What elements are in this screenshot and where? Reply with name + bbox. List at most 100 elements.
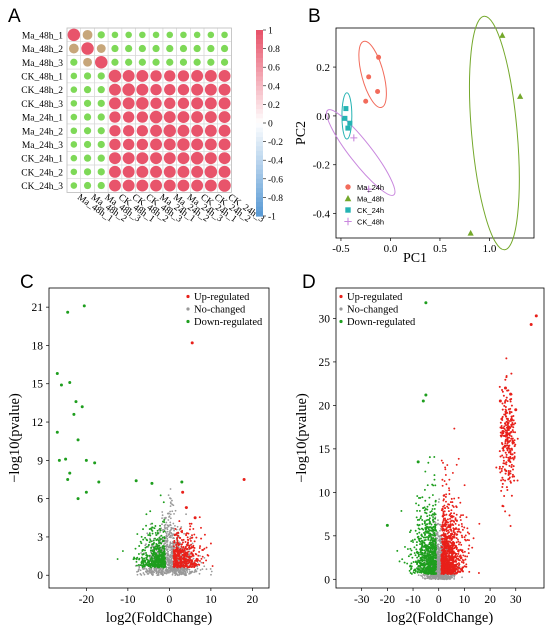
volcano-point-down xyxy=(136,533,139,536)
volcano-point-up xyxy=(450,497,453,500)
volcano-point-up xyxy=(464,534,467,537)
volcano-point-down xyxy=(421,553,424,556)
volcano-point-no-changed xyxy=(166,563,169,566)
volcano-point-up xyxy=(501,408,504,411)
volcano-point-up xyxy=(462,514,464,517)
volcano-point-down xyxy=(430,559,433,562)
volcano-point-no-changed xyxy=(161,570,164,573)
volcano-point-down xyxy=(433,478,436,481)
volcano-point-up xyxy=(446,464,449,466)
volcano-point-down xyxy=(162,501,165,504)
volcano-point-down xyxy=(180,480,184,484)
volcano-point-down xyxy=(420,567,423,570)
volcano-plot-d: -30 -20 -10 0 10 20 30051015202530log2(FoldCha… xyxy=(294,287,545,626)
volcano-point-no-changed xyxy=(188,571,191,573)
volcano-point-down xyxy=(424,555,427,558)
volcano-y-tick-label: 0 xyxy=(324,574,330,586)
heatmap-circle xyxy=(150,165,163,178)
volcano-point-up xyxy=(441,534,444,537)
volcano-point-down xyxy=(158,555,161,557)
volcano-point-no-changed xyxy=(171,573,174,576)
volcano-point-up xyxy=(442,514,445,517)
volcano-point-no-changed xyxy=(438,536,441,538)
volcano-point-down xyxy=(426,515,429,518)
volcano-point-down xyxy=(134,479,138,483)
volcano-point-down xyxy=(147,560,150,563)
volcano-point-up xyxy=(458,530,461,533)
volcano-point-no-changed xyxy=(176,568,178,570)
volcano-point-down xyxy=(425,545,428,548)
volcano-point-down xyxy=(435,546,438,549)
volcano-point-no-changed xyxy=(203,556,206,559)
volcano-point-down xyxy=(160,549,163,552)
volcano-point-up xyxy=(506,429,509,432)
volcano-point-no-changed xyxy=(174,524,176,527)
volcano-point-up xyxy=(442,542,445,545)
volcano-point-down xyxy=(153,557,156,560)
volcano-point-no-changed xyxy=(169,549,172,552)
volcano-point-up xyxy=(505,431,508,434)
volcano-point-no-changed xyxy=(178,569,181,572)
volcano-point-no-changed xyxy=(166,557,169,560)
volcano-point-up xyxy=(173,541,176,544)
volcano-point-down xyxy=(148,532,151,535)
pca-confidence-ellipse xyxy=(326,109,396,196)
volcano-point-down xyxy=(429,568,432,571)
volcano-point-up xyxy=(461,528,464,531)
heatmap-row-label: CK_48h_2 xyxy=(21,86,63,96)
volcano-point-down xyxy=(427,564,430,567)
heatmap-circle xyxy=(70,168,78,176)
volcano-point-no-changed xyxy=(169,510,172,513)
volcano-point-down xyxy=(435,556,437,559)
volcano-point-no-changed xyxy=(201,568,204,571)
volcano-point-no-changed xyxy=(153,567,156,570)
volcano-point-up xyxy=(448,570,451,572)
volcano-point-down xyxy=(435,560,438,563)
volcano-point-down xyxy=(74,400,78,404)
volcano-point-up xyxy=(174,527,177,530)
volcano-point-up xyxy=(460,550,463,553)
volcano-point-down xyxy=(433,513,436,516)
heatmap-circle xyxy=(163,179,176,192)
volcano-point-up xyxy=(443,494,446,497)
volcano-point-up xyxy=(454,565,457,568)
colorbar-tick-label: 0 xyxy=(268,120,273,130)
volcano-point-up xyxy=(442,566,445,569)
volcano-point-up xyxy=(441,521,444,524)
heatmap-circle xyxy=(122,152,135,165)
volcano-point-up xyxy=(455,533,458,536)
volcano-point-down xyxy=(148,541,151,544)
heatmap-circle xyxy=(95,56,108,69)
volcano-point-down xyxy=(153,564,156,567)
volcano-point-up xyxy=(194,552,197,555)
heatmap-circle xyxy=(109,138,121,151)
volcano-point-down xyxy=(420,515,423,518)
volcano-point-no-changed xyxy=(180,573,183,576)
volcano-point-up xyxy=(173,563,176,566)
volcano-point-up xyxy=(442,559,445,562)
pca-frame xyxy=(335,27,535,239)
volcano-point-no-changed xyxy=(180,526,183,528)
volcano-point-no-changed xyxy=(151,574,154,577)
volcano-point-down xyxy=(160,542,163,545)
volcano-point-down xyxy=(426,571,429,574)
heatmap-circle xyxy=(204,138,217,151)
heatmap-circle xyxy=(97,86,105,94)
volcano-point-down xyxy=(411,556,414,559)
heatmap-circle xyxy=(136,69,149,82)
volcano-point-up xyxy=(508,447,511,450)
pca-y-tick-label: -0.2 xyxy=(313,160,330,172)
volcano-point-down xyxy=(163,545,166,548)
volcano-point-down xyxy=(423,564,426,567)
volcano-point-no-changed xyxy=(172,527,175,530)
volcano-point-no-changed xyxy=(437,522,439,525)
heatmap-circle xyxy=(136,111,149,123)
volcano-point-down xyxy=(428,514,431,517)
volcano-point-no-changed xyxy=(428,577,431,580)
pca-y-tick-label: -0.4 xyxy=(313,209,331,221)
heatmap-circle xyxy=(177,111,190,124)
volcano-y-tick-label: 15 xyxy=(319,444,331,456)
heatmap-circle xyxy=(122,111,135,123)
volcano-point-down xyxy=(159,546,162,549)
